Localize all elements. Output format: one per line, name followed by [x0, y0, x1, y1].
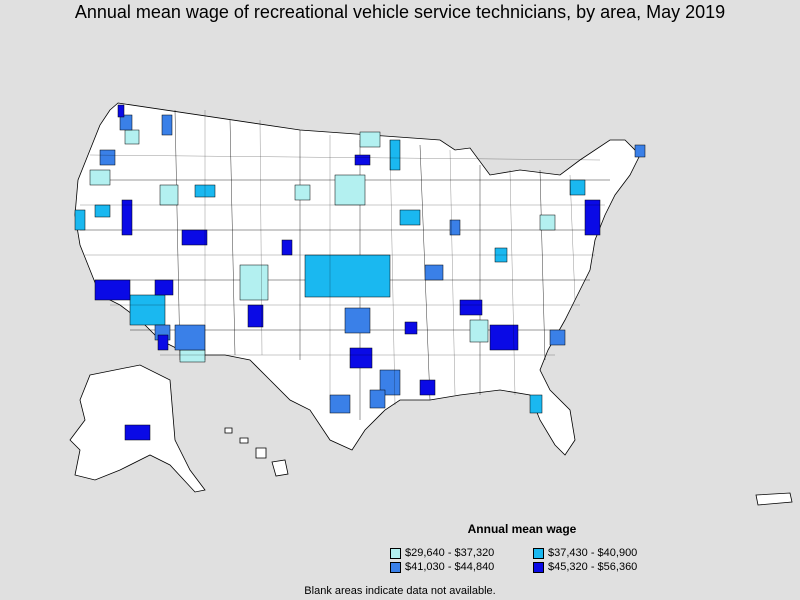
- legend-swatch-1: [390, 547, 401, 559]
- map-title: Annual mean wage of recreational vehicle…: [74, 2, 726, 22]
- land: [69, 102, 793, 506]
- regions-45320-56360: [94, 104, 601, 441]
- legend-item-1: $29,640 - $37,320: [390, 547, 494, 559]
- legend-swatch-2: [533, 547, 544, 559]
- regions-41030-44840: [99, 114, 646, 414]
- hawaii-islands: [224, 427, 289, 477]
- legend-label-2: $37,430 - $40,900: [548, 547, 638, 559]
- legend-label-1: $29,640 - $37,320: [405, 547, 495, 559]
- legend-item-2: $37,430 - $40,900: [533, 547, 637, 559]
- legend-label-4: $45,320 - $56,360: [548, 561, 638, 573]
- puerto-rico: [755, 492, 793, 506]
- footnote: Blank areas indicate data not available.: [304, 585, 496, 597]
- wage-regions: [74, 104, 646, 441]
- legend-swatch-3: [390, 561, 401, 573]
- legend-label-3: $41,030 - $44,840: [405, 561, 495, 573]
- legend-swatch-4: [533, 561, 544, 573]
- regions-37430-40900: [74, 139, 586, 414]
- regions-29640-37320: [89, 129, 556, 363]
- legend-item-4: $45,320 - $56,360: [533, 561, 637, 573]
- legend-item-3: $41,030 - $44,840: [390, 561, 494, 573]
- state-borders: [80, 110, 605, 406]
- legend-title: Annual mean wage: [467, 522, 577, 536]
